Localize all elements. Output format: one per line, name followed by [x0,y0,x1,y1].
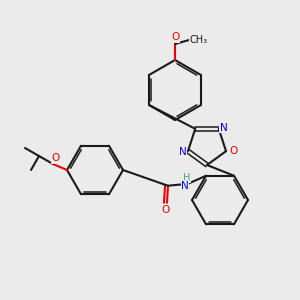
Text: CH₃: CH₃ [190,35,208,45]
Text: O: O [229,146,237,156]
Text: O: O [52,153,60,163]
Text: O: O [171,32,179,42]
Text: O: O [162,205,170,215]
Text: H: H [183,173,191,183]
Text: N: N [179,147,187,157]
Text: N: N [220,123,228,133]
Text: N: N [181,181,189,191]
